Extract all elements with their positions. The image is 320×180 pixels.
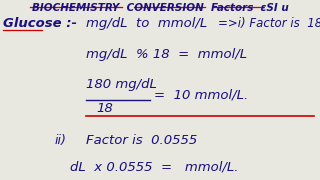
Text: Factor is  0.0555: Factor is 0.0555	[86, 134, 198, 147]
Text: =  10 mmol/L.: = 10 mmol/L.	[154, 89, 248, 102]
Text: 18: 18	[96, 102, 113, 114]
Text: mg/dL  to  mmol/L: mg/dL to mmol/L	[86, 17, 208, 30]
Text: Glucose :-: Glucose :-	[3, 17, 77, 30]
Text: BIOCHEMISTRY  CONVERSION  Factors  εSI u: BIOCHEMISTRY CONVERSION Factors εSI u	[32, 3, 288, 13]
Text: 180 mg/dL: 180 mg/dL	[86, 78, 157, 91]
Text: =>i) Factor is  18: =>i) Factor is 18	[218, 17, 320, 30]
Text: dL  x 0.0555  =   mmol/L.: dL x 0.0555 = mmol/L.	[70, 161, 239, 174]
Text: mg/dL  % 18  =  mmol/L: mg/dL % 18 = mmol/L	[86, 48, 248, 60]
Text: ii): ii)	[54, 134, 66, 147]
